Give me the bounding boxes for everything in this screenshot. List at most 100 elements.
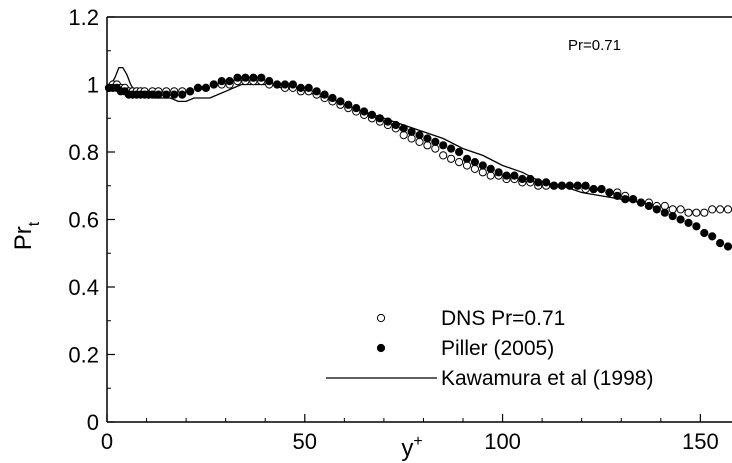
data-point-piller bbox=[193, 83, 203, 93]
data-point-piller bbox=[486, 164, 495, 173]
data-point-piller bbox=[455, 147, 464, 157]
data-point-piller bbox=[644, 201, 654, 211]
data-point-dns bbox=[486, 171, 495, 180]
x-tick-label: 0 bbox=[101, 429, 113, 454]
data-point-piller bbox=[494, 168, 503, 177]
data-point-dns bbox=[455, 158, 464, 167]
data-point-dns bbox=[668, 205, 677, 214]
data-point-dns bbox=[692, 208, 701, 217]
data-point-piller bbox=[257, 73, 266, 82]
data-point-dns bbox=[676, 205, 685, 214]
data-point-piller bbox=[700, 228, 709, 238]
x-tick-label: 50 bbox=[293, 429, 317, 454]
data-point-piller bbox=[320, 90, 329, 99]
data-point-piller bbox=[629, 195, 638, 204]
data-point-piller bbox=[154, 90, 163, 99]
legend-marker-dns bbox=[376, 313, 386, 323]
data-point-piller bbox=[557, 181, 567, 190]
data-point-dns bbox=[723, 205, 732, 214]
data-point-piller bbox=[336, 97, 345, 106]
x-axis-label: y+ bbox=[401, 433, 422, 462]
ticks: 0 50 100 150 0 0.2 0.4 0.6 0.8 1 1.2 bbox=[68, 5, 718, 454]
data-point-piller bbox=[676, 215, 685, 224]
data-point-dns bbox=[708, 205, 717, 214]
annotation-pr: Pr=0.71 bbox=[568, 37, 621, 54]
data-point-piller bbox=[233, 73, 242, 82]
legend-marker-piller bbox=[376, 343, 386, 353]
data-point-piller bbox=[565, 181, 574, 190]
legend-label-dns: DNS Pr=0.71 bbox=[441, 307, 565, 330]
data-point-piller bbox=[636, 198, 646, 207]
data-point-piller bbox=[201, 83, 210, 93]
data-point-piller bbox=[296, 83, 305, 93]
data-point-piller bbox=[288, 80, 297, 89]
data-point-piller bbox=[241, 73, 250, 82]
data-point-piller bbox=[589, 185, 598, 194]
data-point-piller bbox=[280, 80, 290, 89]
data-point-piller bbox=[613, 191, 622, 200]
data-point-piller bbox=[605, 188, 614, 197]
data-point-piller bbox=[447, 144, 456, 153]
data-point-piller bbox=[581, 181, 590, 190]
data-point-piller bbox=[621, 195, 630, 204]
y-tick-label: 0.8 bbox=[68, 140, 99, 165]
data-point-piller bbox=[352, 104, 361, 113]
data-point-piller bbox=[209, 80, 218, 89]
data-point-piller bbox=[383, 117, 392, 126]
data-point-piller bbox=[407, 127, 416, 136]
data-point-piller bbox=[360, 107, 369, 116]
data-point-dns bbox=[684, 208, 693, 217]
data-point-dns bbox=[423, 141, 432, 150]
data-point-piller bbox=[225, 77, 234, 86]
y-tick-label: 0.6 bbox=[68, 208, 99, 233]
axes-frame bbox=[106, 16, 732, 423]
data-point-dns bbox=[431, 144, 440, 153]
data-point-piller bbox=[391, 120, 400, 130]
legend-label-piller: Piller (2005) bbox=[441, 337, 554, 360]
data-point-piller bbox=[652, 205, 661, 214]
series-layer bbox=[104, 66, 732, 251]
data-point-piller bbox=[186, 87, 195, 96]
data-point-dns bbox=[462, 161, 472, 170]
data-point-dns bbox=[415, 137, 424, 146]
data-point-piller bbox=[668, 212, 677, 221]
legend: DNS Pr=0.71 Piller (2005) Kawamura et al… bbox=[326, 307, 653, 390]
data-point-piller bbox=[304, 83, 313, 93]
data-point-piller bbox=[723, 242, 732, 251]
data-point-piller bbox=[534, 178, 543, 187]
y-tick-label: 0.2 bbox=[68, 343, 99, 368]
data-point-piller bbox=[692, 222, 701, 231]
data-point-piller bbox=[518, 174, 527, 184]
data-point-piller bbox=[708, 232, 717, 241]
data-point-dns bbox=[407, 134, 416, 143]
data-point-piller bbox=[249, 73, 258, 82]
data-point-dns bbox=[447, 154, 456, 163]
data-point-piller bbox=[684, 218, 693, 227]
data-point-piller bbox=[462, 154, 472, 163]
data-point-piller bbox=[549, 181, 559, 190]
data-point-piller bbox=[431, 137, 440, 146]
x-tick-label: 150 bbox=[682, 429, 719, 454]
data-point-piller bbox=[170, 90, 179, 99]
data-point-piller bbox=[470, 158, 479, 167]
data-point-piller bbox=[312, 87, 321, 96]
y-tick-label: 0 bbox=[87, 410, 99, 435]
data-point-dns bbox=[470, 164, 479, 173]
data-point-piller bbox=[162, 90, 171, 99]
x-tick-label: 100 bbox=[484, 429, 521, 454]
data-point-piller bbox=[399, 124, 408, 133]
y-tick-label: 1 bbox=[87, 73, 99, 98]
data-point-dns bbox=[399, 131, 408, 140]
data-point-piller bbox=[526, 174, 535, 184]
data-point-piller bbox=[502, 171, 511, 180]
y-tick-label: 0.4 bbox=[68, 275, 99, 300]
data-point-dns bbox=[439, 151, 448, 160]
data-point-piller bbox=[367, 110, 377, 120]
data-point-piller bbox=[478, 161, 487, 170]
data-point-piller bbox=[542, 178, 551, 187]
y-tick-label: 1.2 bbox=[68, 5, 99, 30]
data-point-piller bbox=[344, 100, 353, 109]
data-point-piller bbox=[415, 131, 424, 140]
data-point-piller bbox=[597, 185, 606, 194]
